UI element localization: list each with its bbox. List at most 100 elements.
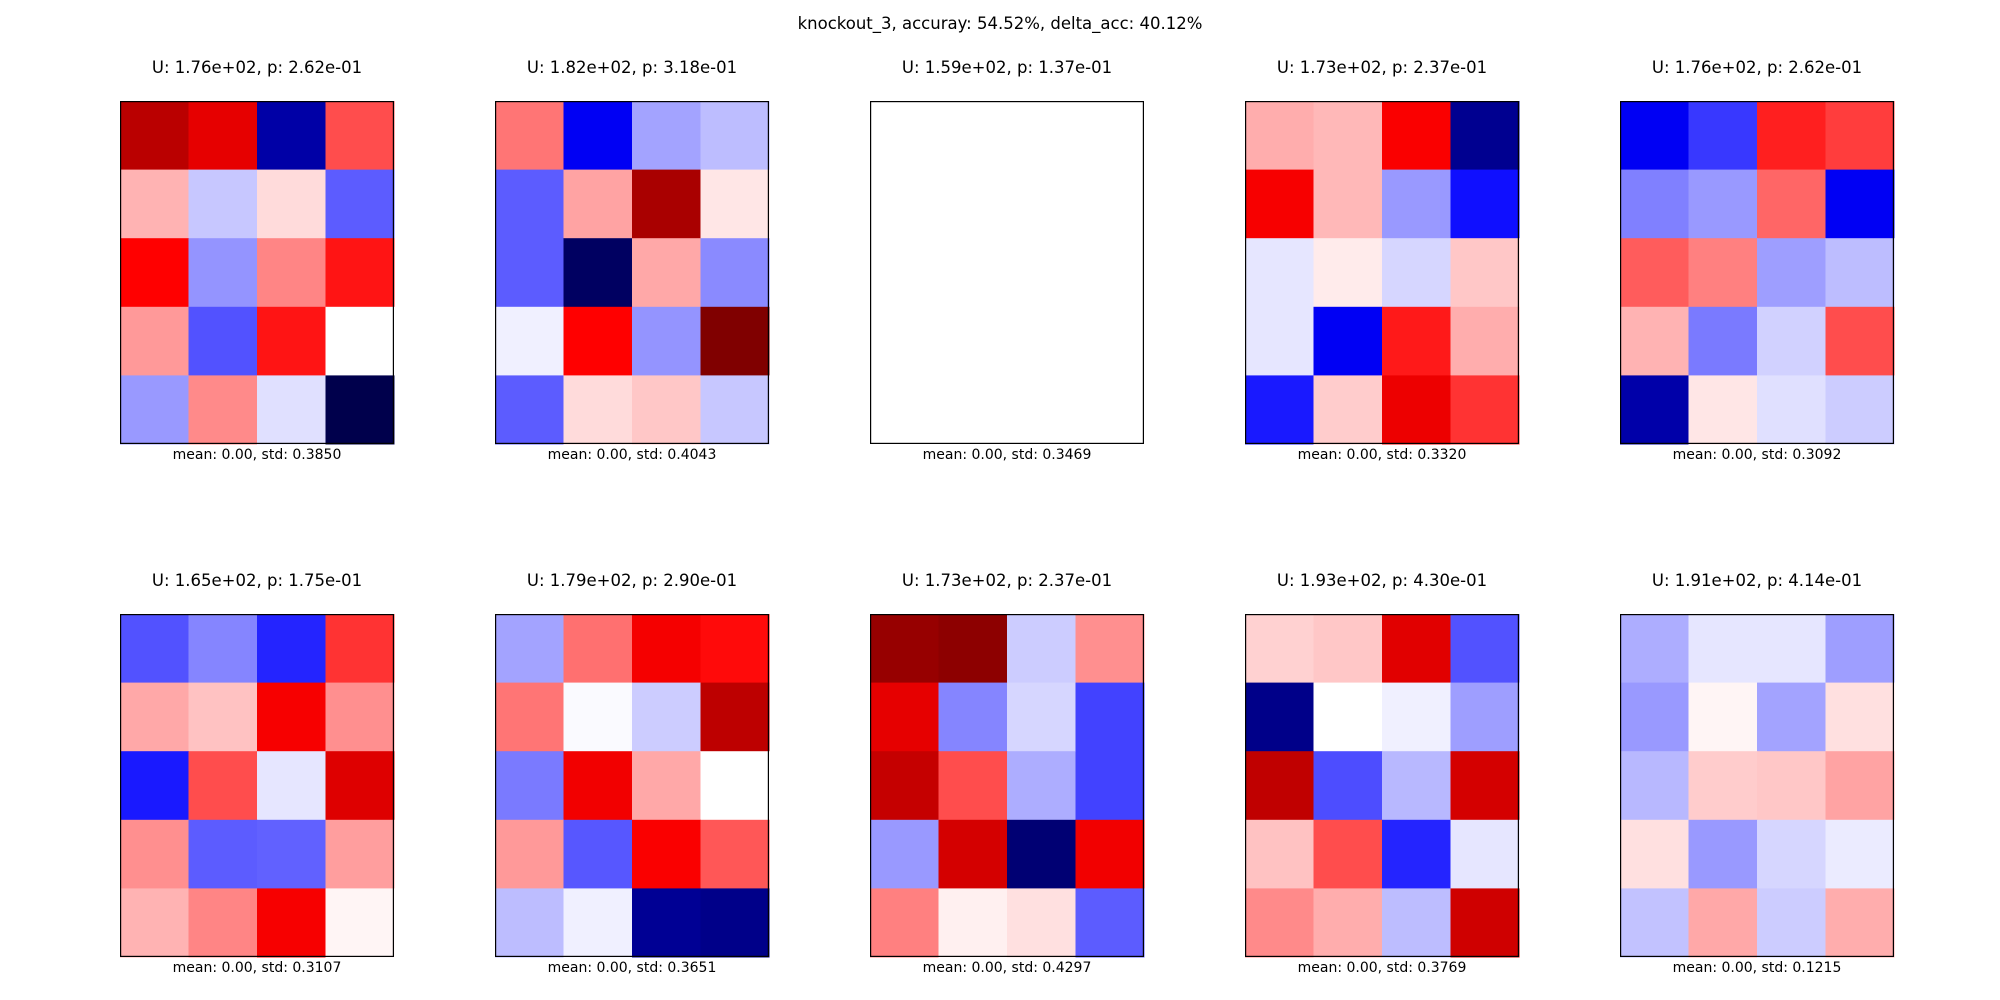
heatmap-cell bbox=[257, 101, 326, 171]
heatmap-cell bbox=[1450, 101, 1520, 171]
heatmap-panel: U: 1.93e+02, p: 4.30e-01 mean: 0.00, std:… bbox=[1245, 571, 1520, 976]
heatmap-cell bbox=[120, 375, 189, 445]
heatmap-cell bbox=[1757, 682, 1826, 752]
heatmap-cell bbox=[1245, 169, 1314, 239]
heatmap-cell bbox=[1245, 614, 1314, 684]
heatmap-cell bbox=[1313, 819, 1383, 889]
heatmap-cell bbox=[1075, 306, 1145, 376]
axes-frame bbox=[1245, 614, 1519, 957]
heatmap-cell bbox=[257, 751, 326, 821]
heatmap-cell bbox=[188, 238, 258, 308]
heatmap-cell bbox=[563, 888, 633, 958]
heatmap-cell bbox=[120, 169, 189, 239]
heatmap-cell bbox=[1825, 169, 1895, 239]
heatmap-cell bbox=[563, 238, 633, 308]
heatmap-cell bbox=[1620, 306, 1689, 376]
heatmap-cell bbox=[632, 169, 701, 239]
heatmap-cell bbox=[120, 101, 189, 171]
heatmap-cell bbox=[870, 306, 939, 376]
heatmap-cell bbox=[1245, 375, 1314, 445]
axes-frame bbox=[120, 101, 394, 444]
heatmap-cell bbox=[1620, 101, 1689, 171]
heatmap-cell bbox=[120, 888, 189, 958]
heatmap-cell bbox=[1688, 751, 1758, 821]
heatmap-cell bbox=[1007, 819, 1076, 889]
heatmap-cell bbox=[563, 751, 633, 821]
heatmap-cell bbox=[632, 101, 701, 171]
heatmap-cell bbox=[1075, 819, 1145, 889]
heatmap-cell bbox=[870, 375, 939, 445]
panel-xlabel: mean: 0.00, std: 0.4297 bbox=[922, 960, 1092, 976]
heatmap-cell bbox=[1245, 819, 1314, 889]
heatmap-cell bbox=[1757, 819, 1826, 889]
heatmap-cell bbox=[1450, 375, 1520, 445]
heatmap-cell bbox=[1620, 888, 1689, 958]
heatmap-cell bbox=[325, 614, 395, 684]
heatmap-cell bbox=[1757, 751, 1826, 821]
heatmap-panel: U: 1.73e+02, p: 2.37e-01 mean: 0.00, std:… bbox=[1245, 58, 1520, 463]
heatmap-panel: U: 1.76e+02, p: 2.62e-01 mean: 0.00, std:… bbox=[120, 58, 395, 463]
heatmap-panel: U: 1.79e+02, p: 2.90e-01 mean: 0.00, std:… bbox=[495, 571, 770, 976]
heatmap-cell bbox=[1688, 682, 1758, 752]
heatmap-cell bbox=[1007, 238, 1076, 308]
heatmap-cell bbox=[188, 888, 258, 958]
heatmap-cell bbox=[1757, 238, 1826, 308]
heatmap-cell bbox=[1075, 614, 1145, 684]
heatmap-cell bbox=[870, 169, 939, 239]
panel-title: U: 1.65e+02, p: 1.75e-01 bbox=[151, 571, 363, 590]
heatmap-cell bbox=[257, 169, 326, 239]
heatmap-cell bbox=[700, 614, 770, 684]
heatmap-cell bbox=[1075, 101, 1145, 171]
heatmap-cell bbox=[700, 169, 770, 239]
heatmap-cell bbox=[325, 238, 395, 308]
heatmap bbox=[870, 614, 1145, 958]
heatmap-cell bbox=[1825, 614, 1895, 684]
panel-xlabel: mean: 0.00, std: 0.4043 bbox=[547, 447, 717, 463]
panel-title: U: 1.59e+02, p: 1.37e-01 bbox=[901, 58, 1113, 77]
heatmap-cell bbox=[325, 375, 395, 445]
panel-title: U: 1.91e+02, p: 4.14e-01 bbox=[1651, 571, 1863, 590]
heatmap-cell bbox=[495, 682, 564, 752]
heatmap-cell bbox=[1075, 751, 1145, 821]
heatmap bbox=[495, 614, 770, 958]
heatmap-cell bbox=[1620, 751, 1689, 821]
heatmap-cell bbox=[938, 751, 1008, 821]
heatmap-panel: U: 1.65e+02, p: 1.75e-01 mean: 0.00, std:… bbox=[120, 571, 395, 976]
heatmap-panel: U: 1.76e+02, p: 2.62e-01 mean: 0.00, std:… bbox=[1620, 58, 1895, 463]
heatmap-cell bbox=[1688, 169, 1758, 239]
heatmap-cell bbox=[1688, 614, 1758, 684]
heatmap-cell bbox=[1382, 751, 1451, 821]
panel-title: U: 1.76e+02, p: 2.62e-01 bbox=[151, 58, 363, 77]
heatmap-cell bbox=[188, 614, 258, 684]
heatmap-cell bbox=[1825, 101, 1895, 171]
heatmap-cell bbox=[1007, 614, 1076, 684]
heatmap-cell bbox=[120, 306, 189, 376]
axes-frame bbox=[495, 101, 769, 444]
heatmap-cell bbox=[1245, 888, 1314, 958]
heatmap-cell bbox=[325, 682, 395, 752]
heatmap-cell bbox=[1825, 238, 1895, 308]
heatmap-cell bbox=[632, 238, 701, 308]
heatmap-cell bbox=[1382, 169, 1451, 239]
heatmap-cell bbox=[1825, 819, 1895, 889]
heatmap-cell bbox=[1382, 238, 1451, 308]
heatmap-cell bbox=[257, 306, 326, 376]
heatmap-cell bbox=[1007, 751, 1076, 821]
heatmap-cell bbox=[188, 306, 258, 376]
heatmap-cell bbox=[1825, 306, 1895, 376]
heatmap-cell bbox=[870, 101, 939, 171]
heatmap-cell bbox=[1620, 169, 1689, 239]
heatmap-cell bbox=[632, 888, 701, 958]
heatmap-cell bbox=[632, 682, 701, 752]
heatmap-cell bbox=[563, 101, 633, 171]
heatmap-cell bbox=[938, 888, 1008, 958]
panel-xlabel: mean: 0.00, std: 0.3469 bbox=[922, 447, 1092, 463]
heatmap-cell bbox=[1313, 306, 1383, 376]
heatmap-cell bbox=[1688, 238, 1758, 308]
heatmap-cell bbox=[1620, 375, 1689, 445]
heatmap-cell bbox=[1757, 614, 1826, 684]
heatmap bbox=[1245, 614, 1520, 958]
heatmap-cell bbox=[870, 888, 939, 958]
heatmap-cell bbox=[1825, 751, 1895, 821]
heatmap-cell bbox=[188, 101, 258, 171]
